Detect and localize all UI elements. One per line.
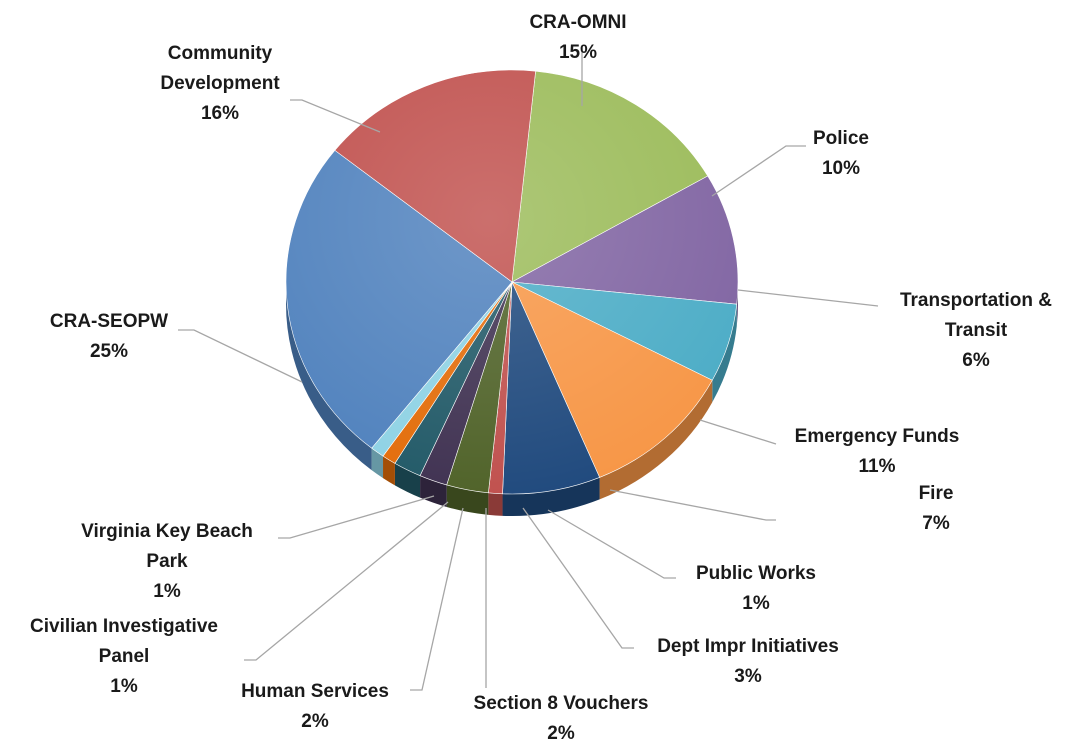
slice-name: Police	[813, 128, 869, 149]
slice-name: CRA-OMNI	[529, 12, 626, 33]
slice-side-9	[383, 456, 395, 486]
slice-name: Panel	[99, 646, 150, 667]
slice-side-7	[420, 475, 447, 507]
slice-label-7: Section 8 Vouchers 2%	[474, 693, 649, 744]
slice-percent: 1%	[153, 581, 181, 602]
slice-name: CRA-SEOPW	[50, 311, 168, 332]
slice-label-4: Fire 7%	[919, 483, 954, 534]
leader-line-2	[737, 289, 879, 307]
slice-label-6: Dept Impr Initiatives 3%	[657, 636, 839, 687]
leader-lines	[178, 48, 879, 691]
slice-name: Section 8 Vouchers	[474, 693, 649, 714]
slice-name: Civilian Investigative	[30, 616, 218, 637]
slice-label-1: Police 10%	[813, 128, 869, 179]
slice-percent: 7%	[922, 513, 950, 534]
slice-percent: 1%	[110, 676, 138, 697]
slice-name: Human Services	[241, 681, 389, 702]
slice-label-2: Transportation & Transit 6%	[900, 290, 1052, 371]
slice-percent: 15%	[559, 42, 597, 63]
slice-label-3: Emergency Funds 11%	[795, 426, 960, 477]
slice-name: Park	[146, 551, 188, 572]
slice-name: Dept Impr Initiatives	[657, 636, 839, 657]
slice-name: Fire	[919, 483, 954, 504]
leader-line-3	[699, 419, 777, 445]
slice-side-8	[394, 463, 421, 498]
slice-name: Development	[160, 73, 280, 94]
slice-side-2	[712, 304, 737, 403]
slice-label-8: Human Services 2%	[241, 681, 389, 732]
slice-percent: 1%	[742, 593, 770, 614]
slice-side-11	[286, 282, 372, 471]
leader-line-4	[609, 489, 776, 521]
leader-line-8	[410, 507, 464, 691]
slice-label-9: Civilian Investigative Panel 1%	[30, 616, 218, 697]
leader-line-6	[522, 507, 634, 649]
leader-line-10	[278, 495, 435, 539]
slice-name: Transportation &	[900, 290, 1052, 311]
slice-percent: 6%	[962, 350, 990, 371]
slice-side-4	[502, 477, 600, 516]
leader-line-5	[547, 509, 676, 579]
slice-name: Community	[168, 43, 273, 64]
pie-highlight	[286, 70, 738, 494]
slice-label-11: CRA-SEOPW 25%	[50, 311, 168, 362]
slice-percent: 2%	[301, 711, 329, 732]
slice-percent: 16%	[201, 103, 239, 124]
slice-percent: 11%	[859, 456, 896, 477]
slice-label-12: Community Development 16%	[160, 43, 280, 124]
leader-line-1	[711, 145, 806, 197]
slice-percent: 10%	[822, 158, 860, 179]
slice-name: Virginia Key Beach	[81, 521, 253, 542]
slice-percent: 25%	[90, 341, 128, 362]
leader-line-9	[244, 501, 449, 661]
pie-slices	[285, 69, 739, 495]
slice-side-3	[599, 380, 713, 500]
leader-line-11	[178, 329, 303, 383]
slice-labels: CRA-OMNI 15%Police 10%Transportation & Tran…	[30, 12, 1052, 744]
slice-side-1	[736, 282, 738, 327]
slice-side-6	[446, 484, 489, 515]
slice-name: Emergency Funds	[795, 426, 960, 447]
slice-side-10	[371, 448, 384, 479]
pie-3d-sides	[286, 282, 738, 516]
slice-label-5: Public Works 1%	[696, 563, 816, 614]
slice-name: Public Works	[696, 563, 816, 584]
leader-line-12	[290, 99, 381, 133]
slice-percent: 3%	[734, 666, 762, 687]
slice-side-5	[488, 492, 503, 516]
slice-name: Transit	[945, 320, 1008, 341]
slice-label-0: CRA-OMNI 15%	[529, 12, 626, 63]
slice-percent: 2%	[547, 723, 575, 744]
slice-label-10: Virginia Key Beach Park 1%	[81, 521, 253, 602]
